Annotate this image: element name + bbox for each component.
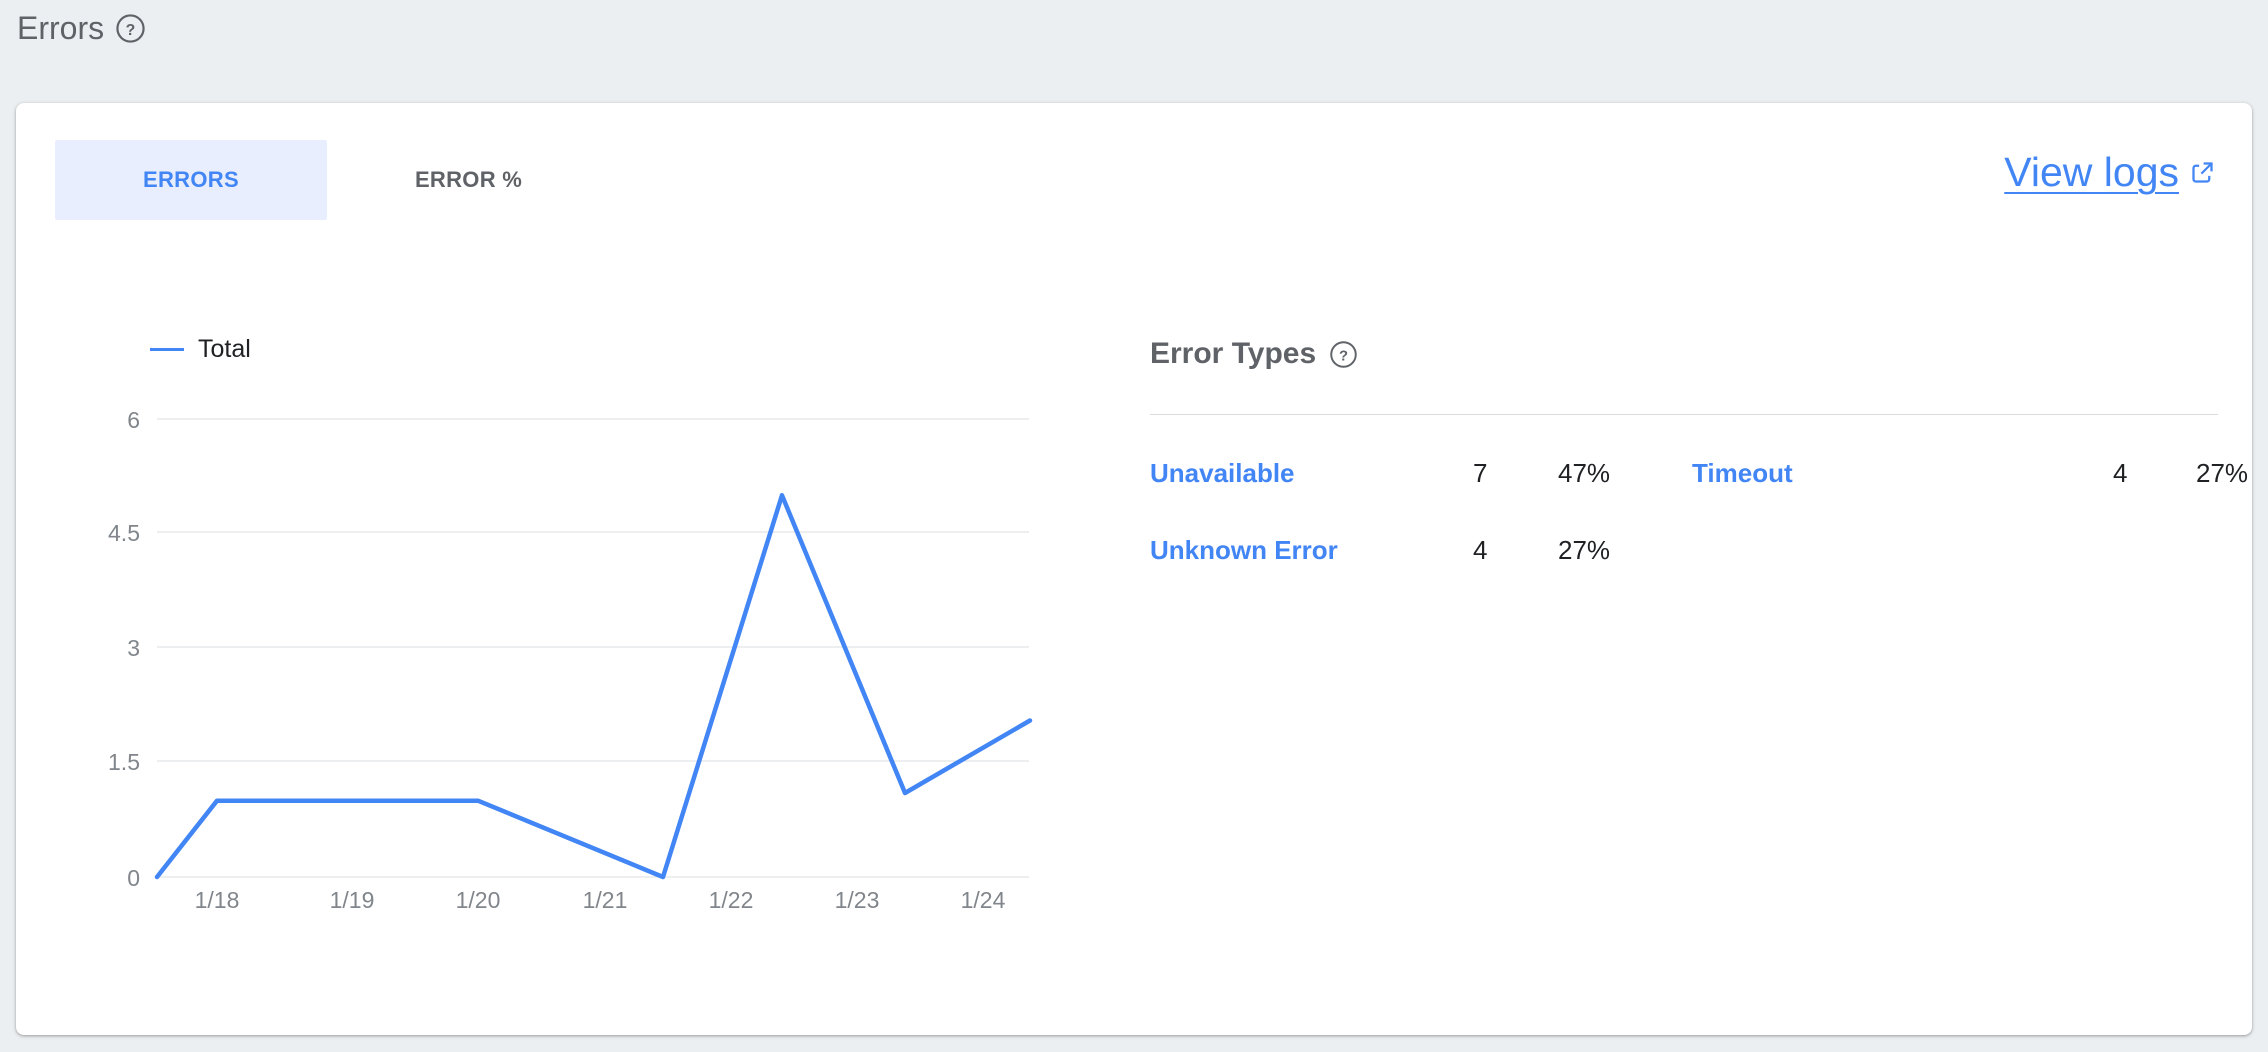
- svg-text:?: ?: [1339, 348, 1348, 364]
